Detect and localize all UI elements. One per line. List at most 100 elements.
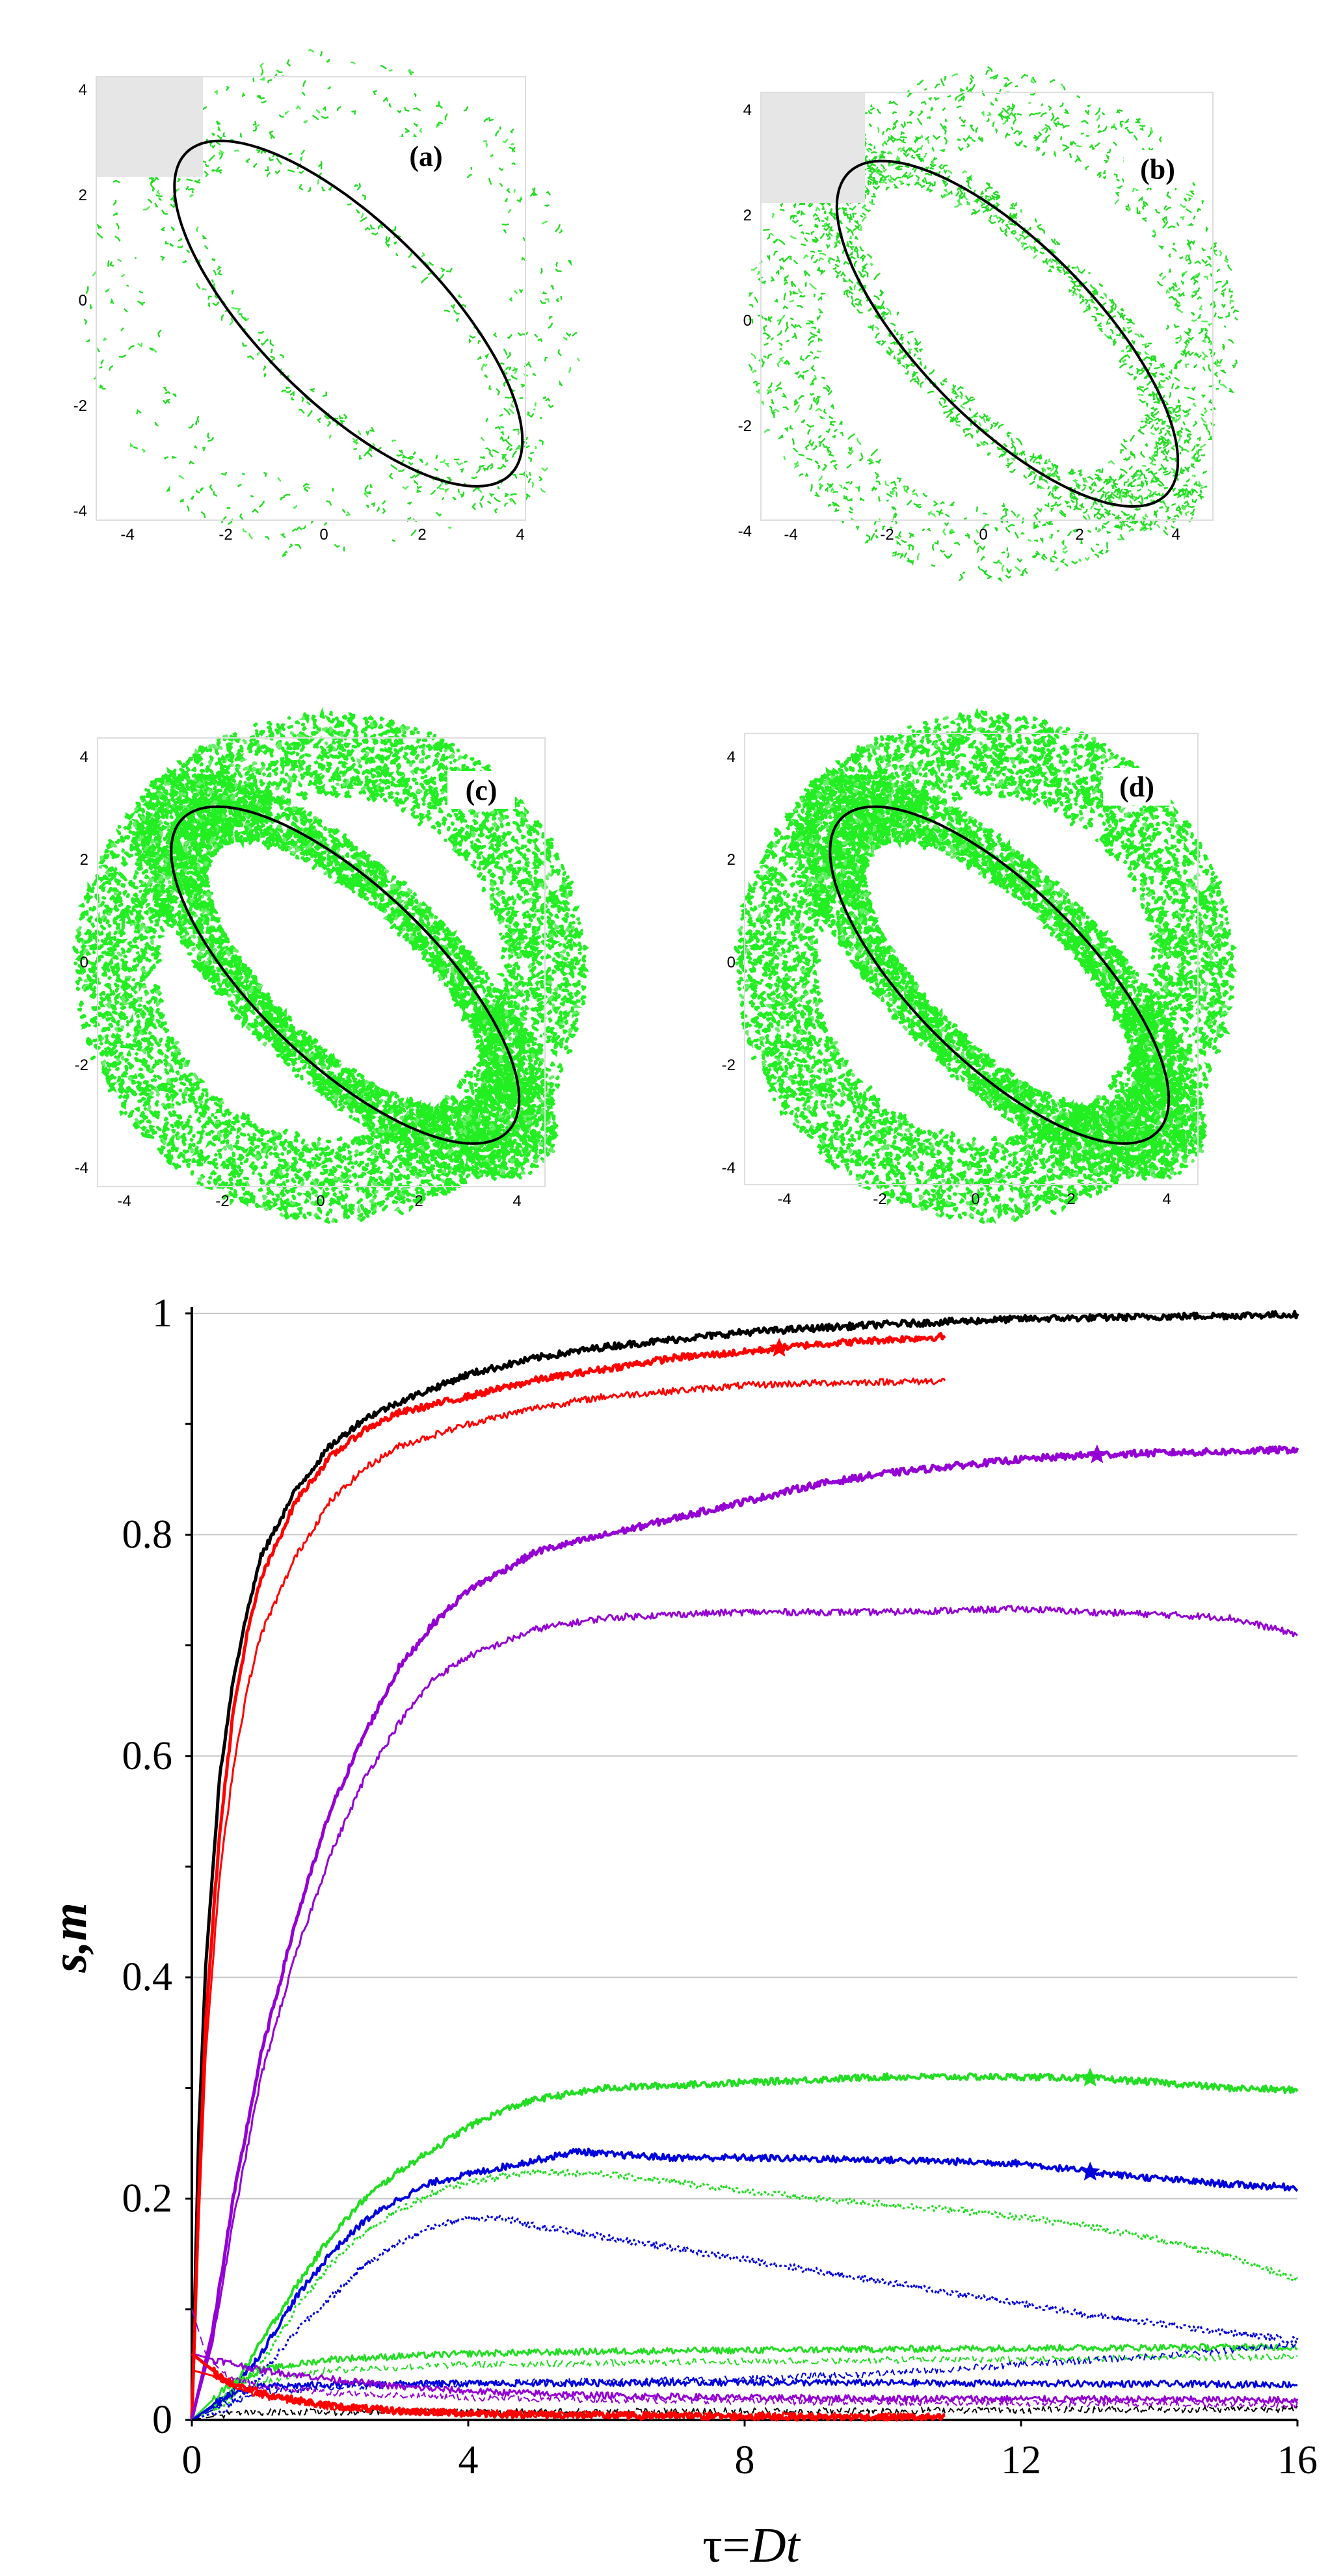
trajectory-point xyxy=(1063,551,1067,553)
trajectory-point xyxy=(857,439,860,445)
trajectory-point xyxy=(1117,179,1119,181)
trajectory-point xyxy=(392,227,395,230)
trajectory-point xyxy=(871,105,872,107)
trajectory-point xyxy=(265,1163,266,1164)
trajectory-point xyxy=(987,119,989,122)
x-tick-label: 0 xyxy=(319,526,328,544)
trajectory-point xyxy=(917,183,921,185)
trajectory-point xyxy=(1180,472,1183,473)
trajectory-point xyxy=(1204,277,1208,280)
trajectory-point xyxy=(1180,453,1181,454)
trajectory-point xyxy=(378,1168,379,1172)
trajectory-point xyxy=(1135,334,1139,337)
trajectory-point xyxy=(961,89,963,91)
trajectory-point xyxy=(1064,87,1065,90)
trajectory-point xyxy=(1012,443,1014,448)
trajectory-point xyxy=(910,111,913,116)
trajectory-point xyxy=(869,308,872,311)
trajectory-point xyxy=(857,309,862,313)
trajectory-point xyxy=(1171,458,1175,460)
trajectory-point xyxy=(344,415,347,419)
trajectory-point xyxy=(1036,551,1039,554)
trajectory-point xyxy=(127,285,128,286)
trajectory-point xyxy=(224,133,225,137)
trajectory-point xyxy=(322,116,328,118)
trajectory-point xyxy=(951,503,953,505)
trajectory-point xyxy=(977,547,979,552)
trajectory-point xyxy=(767,335,770,339)
trajectory-point xyxy=(1022,243,1024,247)
trajectory-point xyxy=(1205,486,1207,487)
trajectory-point xyxy=(790,257,791,259)
trajectory-point xyxy=(1046,129,1047,133)
trajectory-point xyxy=(1176,415,1180,416)
trajectory-point xyxy=(300,172,303,174)
trajectory-point xyxy=(1202,248,1205,250)
trajectory-point xyxy=(540,418,542,419)
trajectory-point xyxy=(912,150,918,152)
trajectory-point xyxy=(874,274,879,280)
trajectory-point xyxy=(1130,365,1132,368)
trajectory-point xyxy=(908,122,912,124)
trajectory-point xyxy=(980,416,985,418)
trajectory-point xyxy=(909,173,911,176)
trajectory-point xyxy=(880,293,883,296)
trajectory-point xyxy=(1152,480,1154,482)
trajectory-point xyxy=(881,151,884,152)
trajectory-point xyxy=(1046,259,1047,264)
trajectory-point xyxy=(1041,113,1046,116)
trajectory-point xyxy=(830,227,832,230)
trajectory-point xyxy=(943,166,947,168)
trajectory-point xyxy=(420,129,421,132)
trajectory-point xyxy=(166,1090,168,1091)
trajectory-point xyxy=(773,412,774,417)
trajectory-point xyxy=(505,503,507,506)
trajectory-point xyxy=(555,870,558,871)
trajectory-point xyxy=(910,536,914,538)
trajectory-point xyxy=(1203,340,1206,342)
trajectory-point xyxy=(1132,476,1135,479)
trajectory-point xyxy=(254,763,256,765)
trajectory-point xyxy=(232,308,237,309)
trajectory-point xyxy=(326,60,329,62)
trajectory-point xyxy=(499,1169,502,1172)
trajectory-point xyxy=(365,1190,368,1192)
trajectory-point xyxy=(934,501,936,505)
trajectory-point xyxy=(899,532,901,536)
trajectory-point xyxy=(1149,421,1152,423)
trajectory-point xyxy=(828,237,830,239)
trajectory-point xyxy=(1044,480,1046,482)
trajectory-point xyxy=(1210,350,1213,354)
trajectory-point xyxy=(984,419,985,423)
trajectory-point xyxy=(1007,109,1011,111)
trajectory-point xyxy=(968,144,969,147)
trajectory-point xyxy=(873,164,875,166)
x-tick-label: 0 xyxy=(979,526,987,544)
trajectory-point xyxy=(1107,156,1108,159)
trajectory-point xyxy=(994,194,1000,196)
trajectory-point xyxy=(260,501,264,506)
trajectory-point xyxy=(494,334,496,337)
trajectory-point xyxy=(840,221,842,224)
trajectory-point xyxy=(962,125,964,126)
trajectory-point xyxy=(890,101,893,103)
trajectory-point xyxy=(481,497,483,501)
trajectory-point xyxy=(964,428,967,432)
trajectory-point xyxy=(297,107,300,109)
trajectory-point xyxy=(905,176,907,177)
trajectory-point xyxy=(903,140,905,143)
trajectory-point xyxy=(1134,377,1136,380)
x-tick-label: 4 xyxy=(516,526,524,544)
trajectory-point xyxy=(875,473,878,475)
x-tick-label: -4 xyxy=(120,526,134,544)
trajectory-point xyxy=(1021,210,1022,213)
trajectory-point xyxy=(1095,319,1096,321)
trajectory-point xyxy=(343,509,345,512)
trajectory-point xyxy=(399,135,403,138)
trajectory-point xyxy=(1052,464,1053,466)
trajectory-point xyxy=(1079,270,1085,273)
trajectory-point xyxy=(294,506,297,508)
trajectory-point xyxy=(922,185,925,187)
trajectory-point xyxy=(801,232,803,234)
trajectory-point xyxy=(1125,494,1127,496)
